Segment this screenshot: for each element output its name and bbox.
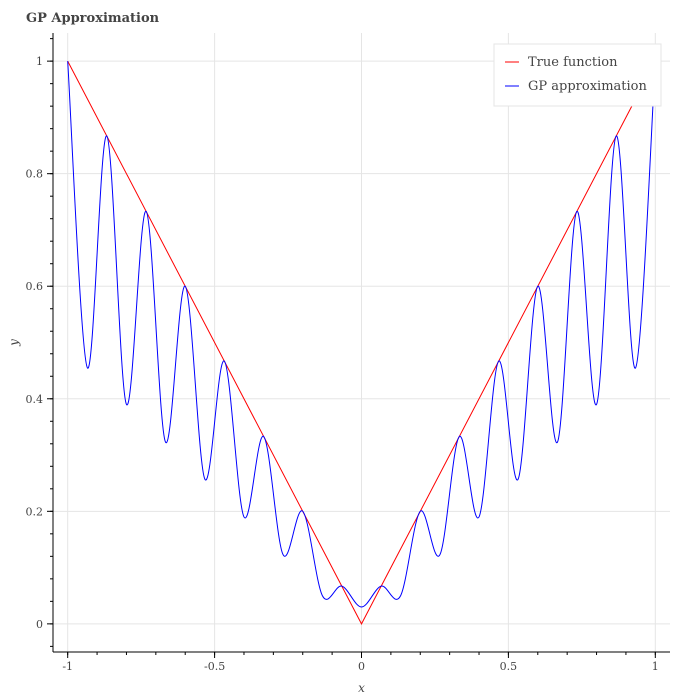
y-axis-label: y [7,339,21,347]
y-tick-label: 0.6 [26,280,44,293]
y-tick-label: 0.2 [26,505,44,518]
legend-label: GP approximation [528,79,647,94]
x-tick-label: 1 [652,660,659,673]
series-line-true-function [67,60,656,625]
y-tick-label: 1 [36,55,43,68]
y-tick-label: 0.4 [26,393,44,406]
legend-box [493,43,662,107]
y-tick-label: 0.8 [26,168,44,181]
series-line-gp-approximation [67,61,656,608]
legend-label: True function [528,55,618,70]
x-tick-label: -1 [62,660,73,673]
y-tick-label: 0 [36,618,43,631]
x-tick-label: 0 [358,660,365,673]
x-axis-label: x [358,681,365,695]
x-tick-label: 0.5 [500,660,518,673]
x-tick-label: -0.5 [204,660,225,673]
chart-title: GP Approximation [26,11,160,26]
